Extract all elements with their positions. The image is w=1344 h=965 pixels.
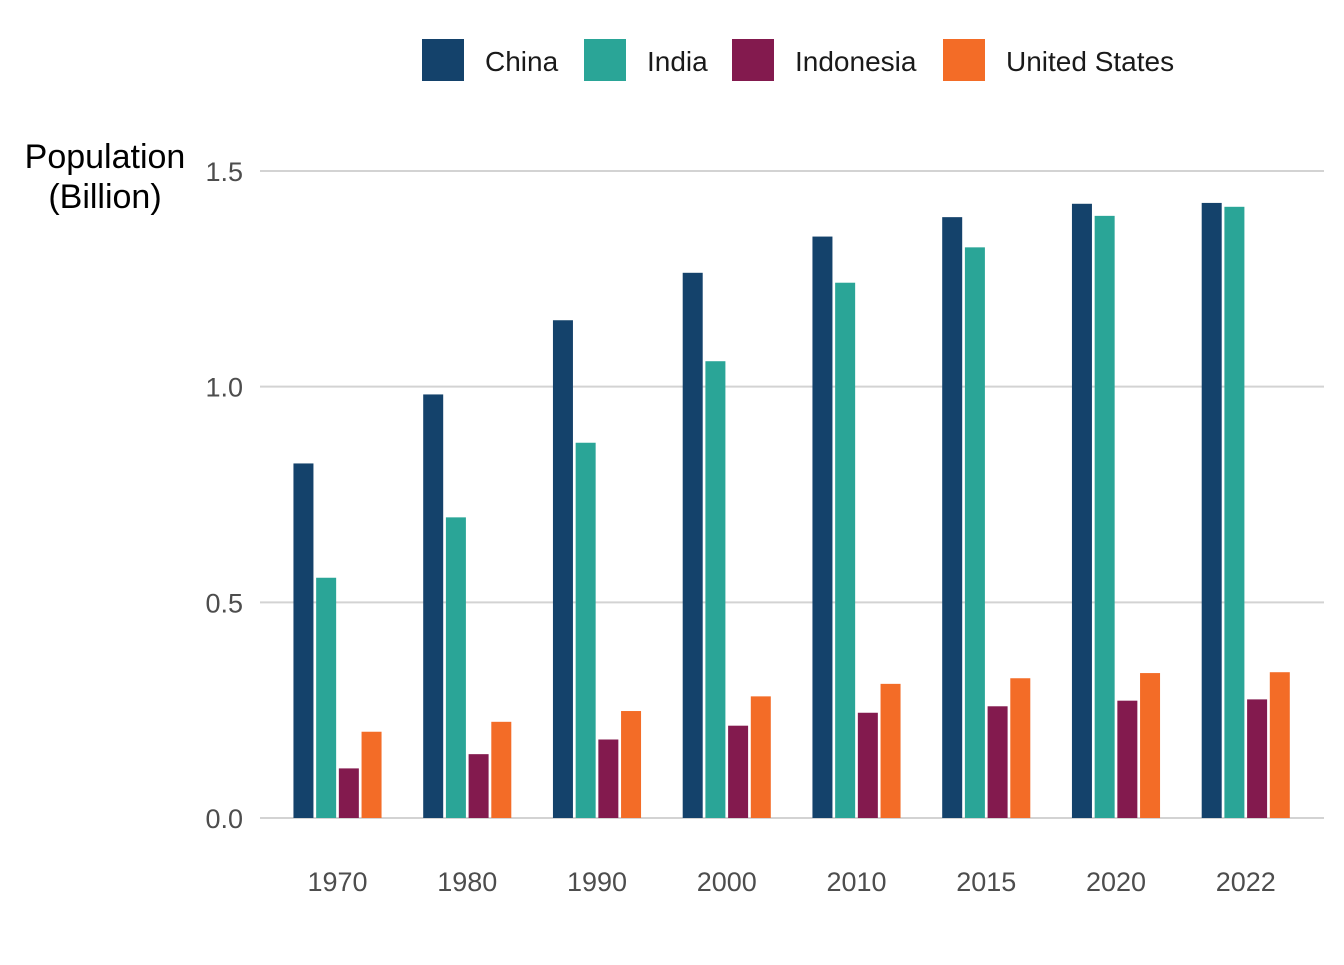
legend-swatch xyxy=(422,39,464,81)
legend: China India Indonesia United States xyxy=(422,39,1174,81)
y-tick-label: 0.0 xyxy=(205,804,243,834)
bar xyxy=(682,272,703,818)
x-tick-label: 2000 xyxy=(697,867,757,897)
bar xyxy=(1094,215,1115,819)
bar xyxy=(1247,699,1268,818)
bar xyxy=(491,721,512,818)
legend-swatch xyxy=(584,39,626,81)
bar xyxy=(835,282,856,818)
bar xyxy=(316,577,337,818)
y-axis-title-line: (Billion) xyxy=(48,178,161,216)
bar xyxy=(552,320,573,818)
y-tick-label: 1.5 xyxy=(205,157,243,187)
bar xyxy=(423,394,444,818)
bar xyxy=(750,696,771,818)
bar xyxy=(964,247,985,818)
bar xyxy=(728,725,749,818)
bar xyxy=(598,739,619,818)
bar xyxy=(1010,678,1031,818)
legend-label: Indonesia xyxy=(795,46,917,77)
x-tick-label: 1970 xyxy=(307,867,367,897)
bar xyxy=(942,217,963,819)
y-tick-label: 0.5 xyxy=(205,588,243,618)
bar xyxy=(338,768,359,818)
legend-swatch xyxy=(732,39,774,81)
bar xyxy=(1140,673,1161,818)
legend-label: United States xyxy=(1006,46,1174,77)
bar xyxy=(857,712,878,818)
bar xyxy=(445,517,466,818)
x-tick-label: 2022 xyxy=(1216,867,1276,897)
legend-label: China xyxy=(485,46,559,77)
gridlines xyxy=(260,170,1324,819)
y-axis-ticks: 0.0 0.5 1.0 1.5 xyxy=(205,157,243,834)
bar xyxy=(880,683,901,818)
bar xyxy=(361,731,382,818)
x-tick-label: 2015 xyxy=(956,867,1016,897)
x-axis-ticks: 1970 1980 1990 2000 2010 2015 2020 2022 xyxy=(307,867,1275,897)
bar xyxy=(812,236,833,818)
bar xyxy=(575,442,596,818)
bar xyxy=(1269,672,1290,818)
x-tick-label: 2020 xyxy=(1086,867,1146,897)
bars xyxy=(293,202,1290,819)
bar xyxy=(1224,206,1245,818)
bar xyxy=(1071,203,1092,819)
x-tick-label: 2010 xyxy=(826,867,886,897)
legend-label: India xyxy=(647,46,708,77)
bar xyxy=(1201,202,1222,818)
bar xyxy=(987,706,1008,818)
bar xyxy=(1117,700,1138,818)
x-tick-label: 1980 xyxy=(437,867,497,897)
bar xyxy=(468,754,489,818)
bar xyxy=(621,711,642,818)
bar xyxy=(293,463,314,818)
y-axis-title: Population (Billion) xyxy=(25,138,186,216)
legend-swatch xyxy=(943,39,985,81)
x-tick-label: 1990 xyxy=(567,867,627,897)
y-tick-label: 1.0 xyxy=(205,373,243,403)
y-axis-title-line: Population xyxy=(25,138,186,176)
bar xyxy=(705,361,726,818)
